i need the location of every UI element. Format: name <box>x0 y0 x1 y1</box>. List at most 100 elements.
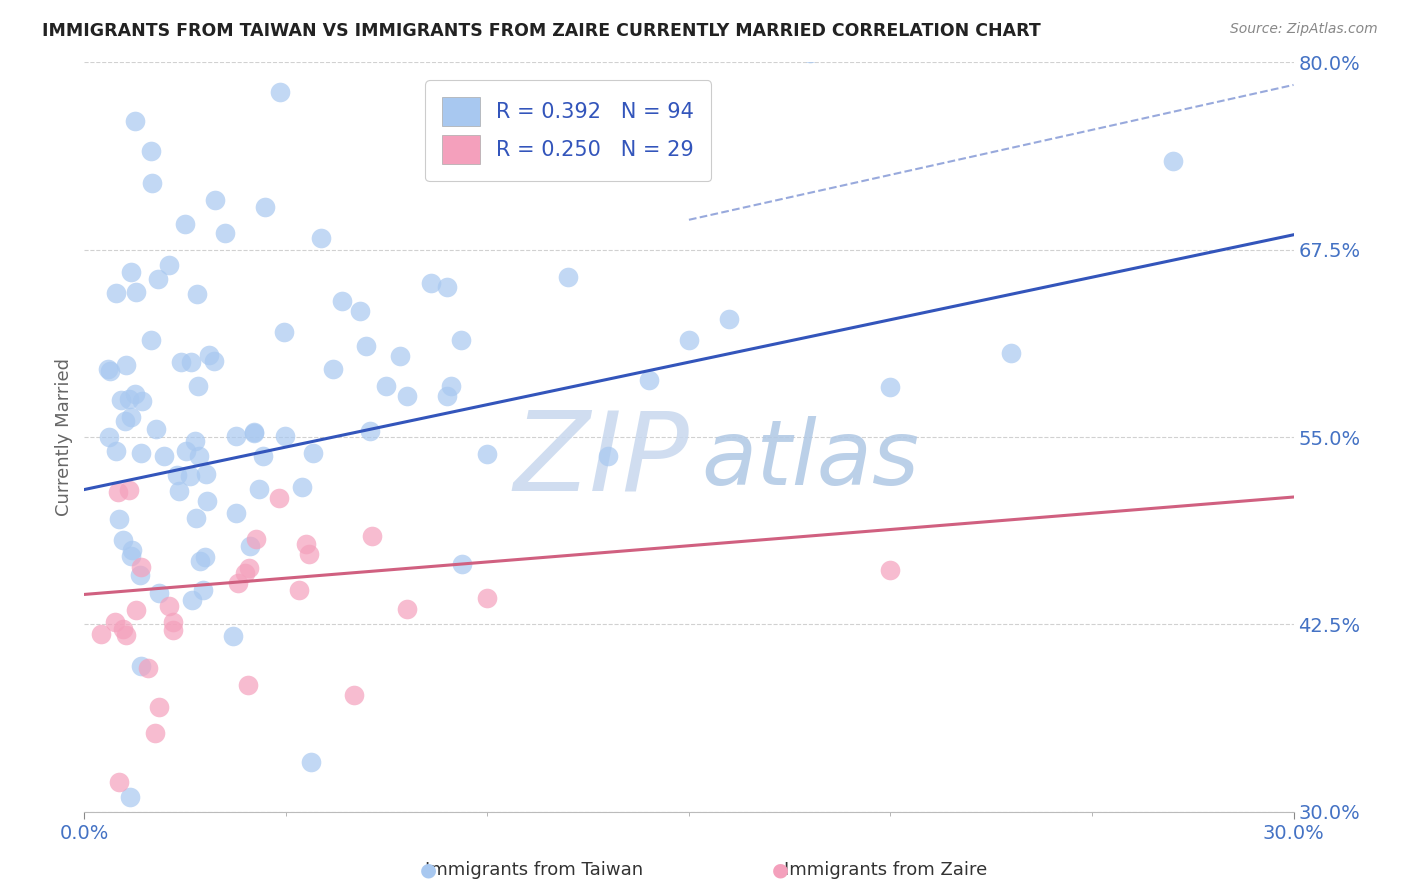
Point <box>359 424 381 438</box>
Point <box>112 622 135 636</box>
Point <box>436 280 458 294</box>
Point <box>186 511 208 525</box>
Point <box>188 450 211 464</box>
Point <box>125 285 148 299</box>
Y-axis label: Currently Married: Currently Married <box>55 358 73 516</box>
Point <box>451 557 474 571</box>
Point <box>267 491 290 506</box>
Point <box>298 548 321 562</box>
Point <box>1161 154 1184 169</box>
Point <box>388 349 411 363</box>
Point <box>477 591 499 605</box>
Point <box>120 549 142 563</box>
Point <box>124 113 146 128</box>
Point <box>202 354 225 368</box>
Point <box>143 726 166 740</box>
Point <box>637 373 659 387</box>
Point <box>879 380 901 394</box>
Point <box>114 628 136 642</box>
Text: IMMIGRANTS FROM TAIWAN VS IMMIGRANTS FROM ZAIRE CURRENTLY MARRIED CORRELATION CH: IMMIGRANTS FROM TAIWAN VS IMMIGRANTS FRO… <box>42 22 1040 40</box>
Point <box>243 425 266 440</box>
Legend: R = 0.392   N = 94, R = 0.250   N = 29: R = 0.392 N = 94, R = 0.250 N = 29 <box>426 80 710 181</box>
Point <box>238 561 260 575</box>
Point <box>436 389 458 403</box>
Point <box>186 286 208 301</box>
Point <box>356 339 378 353</box>
Point <box>129 446 152 460</box>
Point <box>252 449 274 463</box>
Point <box>253 200 276 214</box>
Point <box>273 429 295 443</box>
Point <box>90 627 112 641</box>
Point <box>360 529 382 543</box>
Point <box>167 483 190 498</box>
Point <box>1000 345 1022 359</box>
Point <box>242 425 264 440</box>
Point <box>162 615 184 629</box>
Point <box>129 560 152 574</box>
Point <box>193 582 215 597</box>
Point <box>245 532 267 546</box>
Point <box>104 443 127 458</box>
Point <box>288 583 311 598</box>
Point <box>222 629 245 643</box>
Point <box>111 533 134 548</box>
Point <box>225 506 247 520</box>
Point <box>299 755 322 769</box>
Point <box>174 444 197 458</box>
Point <box>125 603 148 617</box>
Point <box>180 355 202 369</box>
Point <box>157 599 180 613</box>
Point <box>239 539 262 553</box>
Point <box>148 586 170 600</box>
Point <box>120 265 142 279</box>
Point <box>678 333 700 347</box>
Point <box>120 409 142 424</box>
Point <box>477 447 499 461</box>
Point <box>302 446 325 460</box>
Point <box>395 602 418 616</box>
Point <box>188 553 211 567</box>
Point <box>107 485 129 500</box>
Text: Source: ZipAtlas.com: Source: ZipAtlas.com <box>1230 22 1378 37</box>
Point <box>179 469 201 483</box>
Point <box>170 355 193 369</box>
Point <box>419 276 441 290</box>
Point <box>98 430 121 444</box>
Point <box>141 176 163 190</box>
Point <box>131 394 153 409</box>
Point <box>153 449 176 463</box>
Point <box>148 700 170 714</box>
Point <box>225 429 247 443</box>
Point <box>198 348 221 362</box>
Point <box>124 387 146 401</box>
Point <box>180 593 202 607</box>
Point <box>557 270 579 285</box>
Point <box>129 567 152 582</box>
Point <box>295 537 318 551</box>
Point <box>273 325 295 339</box>
Point <box>174 217 197 231</box>
Point <box>121 542 143 557</box>
Point <box>204 193 226 207</box>
Point <box>291 480 314 494</box>
Point <box>98 364 121 378</box>
Point <box>187 378 209 392</box>
Point <box>194 550 217 565</box>
Point <box>136 661 159 675</box>
Point <box>269 85 291 99</box>
Point <box>343 688 366 702</box>
Text: ●: ● <box>420 860 437 880</box>
Point <box>97 361 120 376</box>
Point <box>141 333 163 347</box>
Point <box>114 358 136 372</box>
Point <box>118 790 141 805</box>
Point <box>195 494 218 508</box>
Point <box>184 434 207 448</box>
Point <box>129 659 152 673</box>
Text: Immigrants from Zaire: Immigrants from Zaire <box>785 861 987 879</box>
Point <box>349 304 371 318</box>
Point <box>233 566 256 580</box>
Point <box>247 483 270 497</box>
Point <box>118 483 141 497</box>
